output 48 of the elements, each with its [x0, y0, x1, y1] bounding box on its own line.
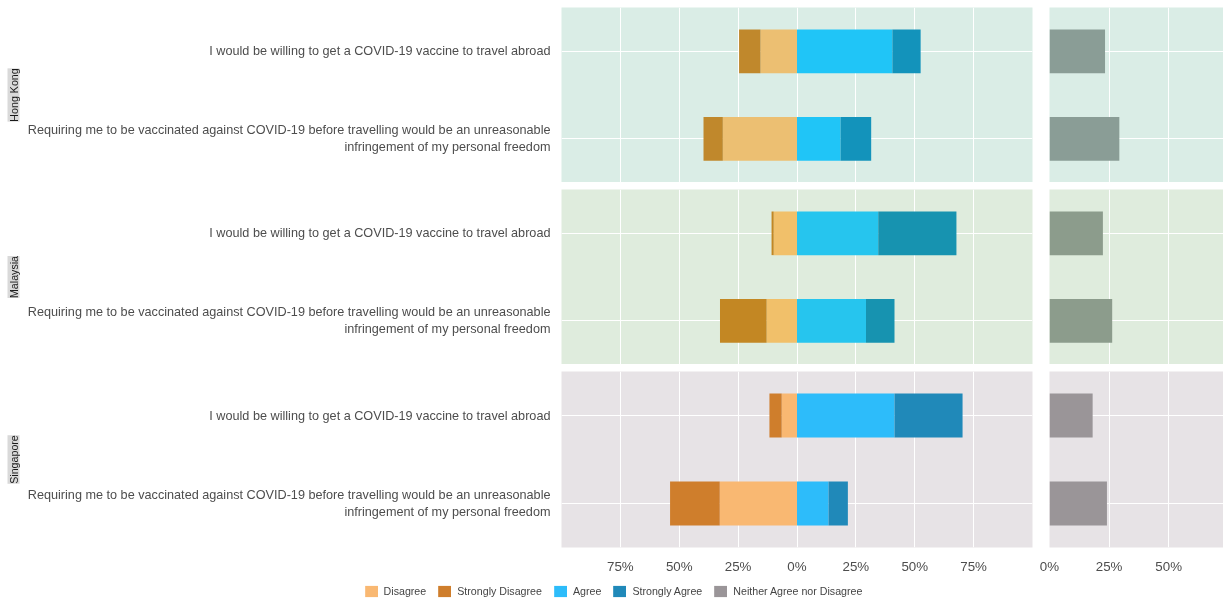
bar — [828, 481, 848, 526]
x-tick-label: 25% — [1095, 558, 1123, 574]
x-tick-label: 25% — [842, 558, 870, 574]
bar — [766, 298, 797, 343]
bar — [878, 211, 957, 256]
legend-label: Agree — [572, 585, 602, 597]
y-tick-label: I would be willing to get a COVID-19 vaccine to travel abroad — [209, 408, 551, 423]
bar — [797, 298, 866, 343]
bar — [797, 393, 895, 438]
bar — [892, 29, 921, 74]
x-tick-label: 75% — [607, 558, 634, 574]
y-tick-label: I would be willing to get a COVID-19 vaccine to travel abroad — [209, 226, 551, 241]
bar — [866, 298, 895, 343]
x-tick-label: 0% — [787, 558, 807, 574]
x-tick-label: 50% — [1155, 558, 1183, 574]
legend-label: Disagree — [383, 585, 427, 597]
x-tick-label: 50% — [901, 558, 929, 574]
bar — [797, 211, 879, 256]
legend-label: Strongly Agree — [632, 585, 703, 597]
x-tick-label: 25% — [724, 558, 752, 574]
text: Hong Kong — [7, 68, 20, 122]
bar — [719, 481, 797, 526]
y-tick-label: Requiring me to be vaccinated against COVID-19 before travelling would be an unreasonable infringement of my personal freedom — [27, 123, 551, 155]
x-tick-label: 0% — [1039, 558, 1060, 574]
bar — [894, 393, 963, 438]
bar — [797, 481, 829, 526]
y-tick-label: Requiring me to be vaccinated against COVID-19 before travelling would be an unreasonable infringement of my personal freedom — [27, 488, 551, 519]
bar — [719, 298, 767, 343]
text: Malaysia — [7, 255, 20, 299]
bar — [840, 116, 872, 161]
bar — [722, 116, 797, 161]
y-tick-label: Requiring me to be vaccinated against COVID-19 before travelling would be an unreasonable infringement of my personal freedom — [27, 305, 551, 337]
bar — [773, 211, 797, 256]
bar — [760, 29, 797, 74]
bar — [797, 29, 893, 74]
x-tick-label: 75% — [960, 558, 988, 574]
text: Singapore — [7, 435, 20, 484]
bar — [670, 481, 720, 526]
x-tick-label: 50% — [665, 558, 693, 574]
bar — [739, 29, 761, 74]
bar — [797, 116, 841, 161]
bar — [771, 211, 774, 256]
y-tick-label: I would be willing to get a COVID-19 vaccine to travel abroad — [209, 44, 551, 59]
bar — [703, 116, 723, 161]
legend-label: Neither Agree nor Disagree — [733, 585, 863, 597]
bar — [769, 393, 782, 438]
bar — [781, 393, 797, 438]
legend-label: Strongly Disagree — [457, 585, 542, 597]
